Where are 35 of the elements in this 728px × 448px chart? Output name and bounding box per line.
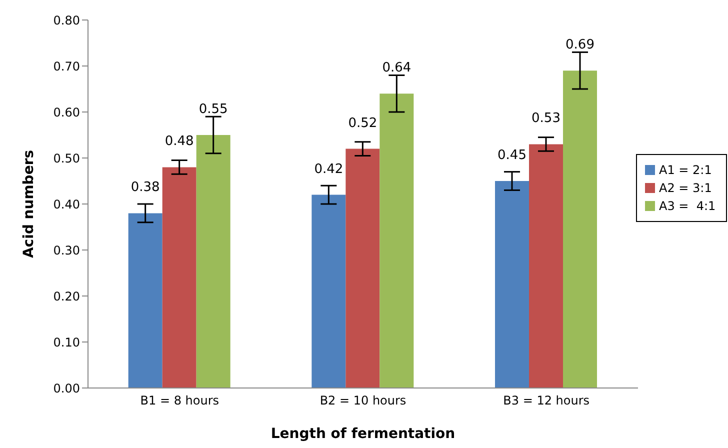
data-label: 0.69	[566, 38, 594, 53]
y-tick-label: 0.50	[53, 151, 80, 166]
y-tick-label: 0.30	[53, 243, 80, 258]
y-tick-label: 0.70	[53, 59, 80, 74]
data-label: 0.38	[130, 180, 160, 196]
y-tick-label: 0.20	[53, 289, 80, 304]
y-tick-label: 0.80	[53, 13, 80, 28]
bar	[128, 213, 162, 388]
legend-label: A1 = 2:1	[659, 163, 712, 177]
y-tick-label: 0.40	[53, 197, 80, 212]
y-tick-label: 0.00	[53, 381, 80, 396]
bar	[563, 70, 597, 388]
y-axis-title: Acid numbers	[20, 150, 37, 258]
bar	[346, 148, 380, 388]
bar	[495, 181, 529, 388]
bar	[529, 144, 563, 388]
x-tick-label: B3 = 12 hours	[503, 394, 590, 408]
data-label: 0.55	[198, 102, 228, 117]
y-tick-label: 0.60	[53, 105, 80, 120]
data-label: 0.42	[314, 162, 344, 177]
legend-label: A3 = 4:1	[659, 199, 716, 213]
y-tick-label: 0.10	[53, 335, 80, 350]
data-label: 0.48	[164, 134, 194, 150]
data-label: 0.52	[348, 116, 378, 131]
legend-label: A2 = 3:1	[659, 181, 712, 195]
data-label: 0.64	[382, 60, 412, 76]
bar	[380, 94, 414, 388]
x-tick-label: B2 = 10 hours	[320, 394, 406, 408]
x-tick-label: B1 = 8 hours	[140, 394, 220, 408]
bar	[196, 135, 230, 388]
x-axis-title: Length of fermentation	[270, 426, 456, 442]
bar	[312, 194, 346, 388]
data-label: 0.53	[532, 111, 560, 126]
data-label: 0.45	[498, 148, 526, 163]
bar	[162, 167, 196, 388]
